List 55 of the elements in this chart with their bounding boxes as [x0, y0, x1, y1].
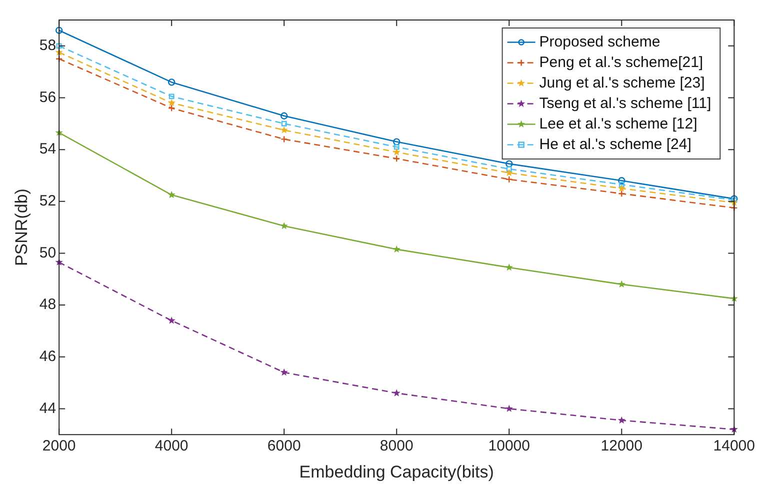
legend-label: Proposed scheme — [539, 33, 660, 50]
legend-label: Jung et al.'s scheme [23] — [539, 74, 705, 92]
y-tick-label: 56 — [39, 88, 56, 106]
point — [280, 368, 288, 376]
point — [280, 126, 288, 134]
point — [618, 182, 624, 188]
point — [505, 404, 513, 412]
point — [168, 94, 174, 100]
point — [618, 190, 626, 198]
y-tick-label: 48 — [39, 296, 56, 314]
point — [394, 144, 400, 150]
point — [618, 280, 626, 288]
point — [281, 120, 287, 126]
x-tick-label: 8000 — [380, 438, 414, 455]
x-tick-label: 2000 — [42, 438, 76, 455]
point — [280, 222, 288, 230]
x-tick-label: 10000 — [488, 438, 530, 455]
y-tick-label: 54 — [39, 140, 56, 158]
x-tick-label: 12000 — [600, 438, 642, 455]
point — [168, 78, 176, 86]
legend-label: Tseng et al.'s scheme [11] — [539, 94, 712, 112]
x-tick-label: 4000 — [154, 438, 188, 455]
point — [506, 160, 513, 168]
point — [505, 168, 513, 176]
point — [168, 104, 176, 112]
legend-label: Lee et al.'s scheme [12] — [539, 115, 698, 132]
point — [56, 43, 62, 49]
point — [618, 184, 626, 192]
point — [168, 98, 176, 106]
point — [505, 263, 513, 271]
x-tick-label: 6000 — [267, 438, 301, 455]
x-tick-label: 14000 — [713, 438, 756, 455]
point — [392, 245, 400, 253]
y-tick-label: 46 — [39, 348, 56, 366]
y-axis-title: PSNR(db) — [12, 188, 31, 266]
point — [393, 155, 400, 162]
point — [280, 136, 288, 143]
point — [168, 190, 176, 198]
point — [393, 138, 400, 146]
point — [506, 166, 512, 172]
legend-label: He et al.'s scheme [24] — [539, 136, 692, 153]
point — [618, 416, 626, 424]
point — [506, 176, 513, 183]
y-tick-label: 58 — [39, 37, 56, 54]
point — [618, 177, 626, 184]
legend-label: Peng et al.'s scheme[21] — [539, 54, 704, 71]
point — [55, 26, 63, 34]
y-tick-label: 50 — [39, 244, 56, 262]
x-axis-title: Embedding Capacity(bits) — [299, 462, 494, 482]
point — [392, 148, 400, 156]
point — [280, 112, 288, 120]
point — [168, 316, 176, 324]
point — [392, 389, 400, 396]
y-tick-label: 44 — [39, 400, 56, 417]
y-tick-label: 52 — [39, 192, 56, 210]
